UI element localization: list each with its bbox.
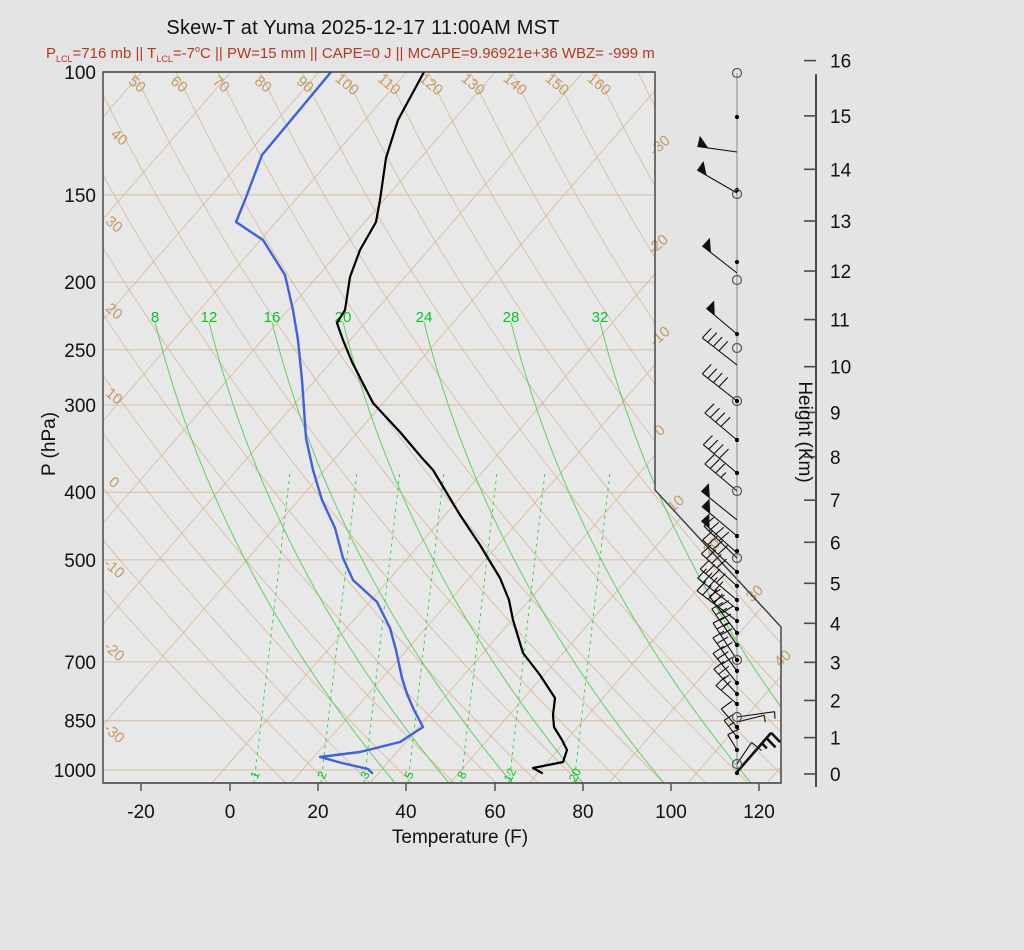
svg-text:100: 100 [64, 63, 96, 84]
svg-text:1: 1 [830, 729, 841, 750]
svg-text:120: 120 [743, 802, 775, 823]
svg-text:11: 11 [830, 311, 850, 332]
svg-text:200: 200 [64, 273, 96, 294]
svg-text:100: 100 [655, 802, 687, 823]
svg-text:1000: 1000 [54, 761, 96, 782]
moist-adiabat-grid [154, 321, 781, 783]
svg-text:9: 9 [830, 403, 841, 424]
svg-text:60: 60 [484, 802, 505, 823]
svg-text:6: 6 [830, 533, 841, 554]
x-axis: -20 0 20 40 60 80 100 120 Temperature (F) [127, 783, 775, 848]
svg-text:8: 8 [151, 309, 159, 326]
svg-text:0: 0 [225, 802, 236, 823]
svg-text:32: 32 [592, 309, 609, 326]
svg-text:Height (Km): Height (Km) [794, 381, 815, 482]
svg-text:12: 12 [201, 309, 218, 326]
svg-text:20: 20 [566, 766, 584, 784]
svg-text:14: 14 [830, 160, 852, 181]
pressure-axis: 100 150 200 250 300 400 500 700 850 1000 P (hPa) [39, 63, 96, 782]
page-title: Skew-T at Yuma 2025-12-17 11:00AM MST [166, 17, 560, 39]
plot-border [102, 71, 782, 784]
svg-text:12: 12 [501, 766, 519, 784]
svg-text:500: 500 [64, 551, 96, 572]
svg-text:250: 250 [64, 341, 96, 362]
svg-text:-20: -20 [127, 802, 154, 823]
svg-text:400: 400 [64, 483, 96, 504]
svg-text:20: 20 [307, 802, 328, 823]
svg-text:12: 12 [830, 262, 851, 283]
svg-text:0: 0 [830, 765, 841, 786]
svg-text:300: 300 [64, 396, 96, 417]
svg-text:16: 16 [830, 52, 851, 73]
svg-text:80: 80 [572, 802, 593, 823]
svg-text:7: 7 [830, 491, 841, 512]
dewpoint-curve [234, 72, 425, 775]
svg-text:40: 40 [395, 802, 416, 823]
station-markers [731, 67, 743, 776]
svg-text:24: 24 [416, 309, 433, 326]
svg-text:2: 2 [830, 691, 841, 712]
svg-text:150: 150 [64, 186, 96, 207]
svg-text:Temperature (F): Temperature (F) [392, 827, 528, 848]
moist-adiabat-labels: 8 12 16 20 24 28 32 [151, 309, 609, 326]
svg-text:15: 15 [830, 107, 851, 128]
plot-area [103, 72, 781, 783]
svg-text:3: 3 [830, 653, 841, 674]
temperature-curve [335, 72, 569, 775]
svg-text:850: 850 [64, 712, 96, 733]
mixing-ratio-grid [253, 471, 611, 783]
svg-text:10: 10 [830, 358, 851, 379]
svg-text:28: 28 [503, 309, 520, 326]
wind-barbs [696, 73, 782, 773]
svg-text:4: 4 [830, 614, 841, 635]
svg-text:5: 5 [830, 574, 841, 595]
subtitle-parameters: PLCL=716 mb || TLCL=-7oC || PW=15 mm || … [46, 44, 655, 64]
svg-text:16: 16 [264, 309, 281, 326]
svg-text:8: 8 [830, 448, 841, 469]
svg-text:13: 13 [830, 212, 851, 233]
svg-text:700: 700 [64, 653, 96, 674]
svg-text:P (hPa): P (hPa) [39, 412, 60, 476]
